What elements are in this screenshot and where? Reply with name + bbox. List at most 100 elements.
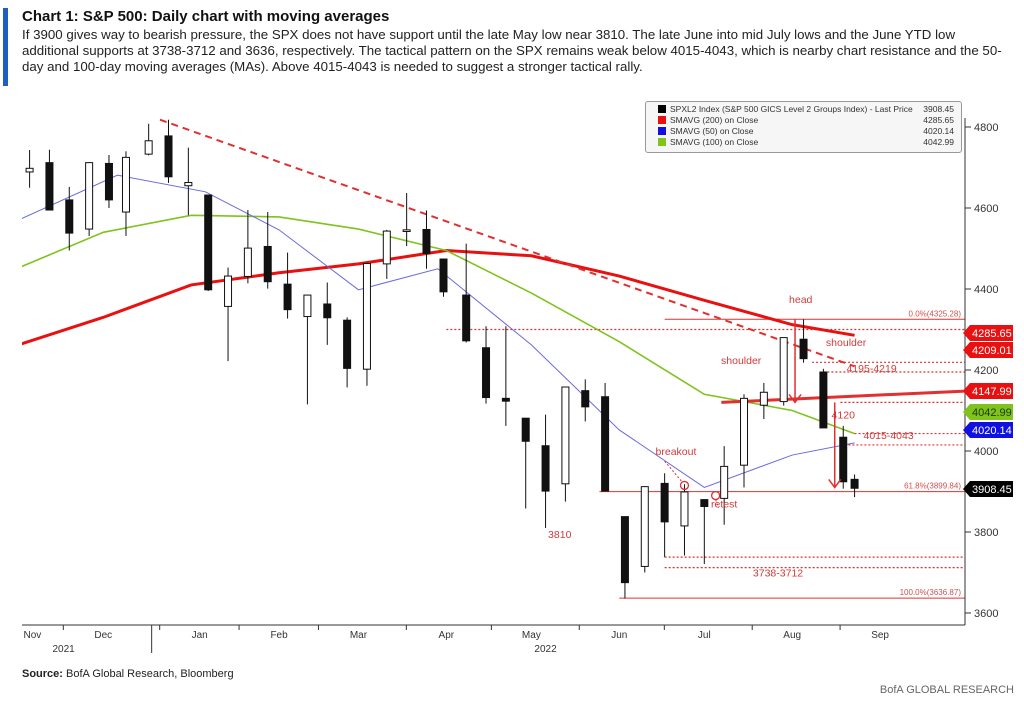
price-tag-label: 4042.99: [972, 407, 1012, 419]
candle-body: [819, 371, 828, 429]
annotation-label: 4195-4219: [846, 363, 896, 375]
candle-body: [439, 258, 448, 293]
candle-body: [799, 338, 808, 360]
legend-item: SMAVG (200) on Close 4285.65: [658, 115, 956, 126]
candle-body: [482, 347, 491, 399]
annotation-label: retest: [711, 499, 737, 511]
legend-swatch: [658, 105, 666, 113]
annotation-label: shoulder: [826, 337, 867, 349]
y-tick-label: 4400: [974, 284, 998, 296]
price-tag: [963, 422, 1013, 438]
price-tag-label: 4020.14: [972, 425, 1012, 437]
year-label: 2022: [534, 644, 557, 655]
y-tick-label: 3600: [974, 608, 998, 620]
annotation-label: 3810: [548, 529, 572, 541]
candle-body: [85, 162, 94, 230]
y-tick-label: 4200: [974, 365, 998, 377]
x-tick-label: Dec: [94, 630, 112, 641]
plot-area: [22, 118, 965, 599]
chart-title: Chart 1: S&P 500: Daily chart with movin…: [22, 8, 390, 25]
candle-body: [850, 478, 859, 489]
candle-body: [521, 417, 530, 442]
x-tick-label: Jul: [698, 630, 711, 641]
x-tick-label: May: [522, 630, 541, 641]
x-tick-label: Mar: [350, 630, 368, 641]
legend-swatch: [658, 127, 666, 135]
legend: SPXL2 Index (S&P 500 GICS Level 2 Groups…: [645, 101, 962, 153]
candle-body: [680, 491, 689, 527]
candle-body: [720, 465, 729, 499]
candle-body: [779, 337, 788, 403]
candle-body: [839, 436, 848, 483]
x-tick-label: Nov: [24, 630, 42, 641]
candle-body: [700, 499, 709, 507]
fib-label: 100.0%(3636.87): [900, 588, 962, 597]
candle-body: [303, 294, 312, 318]
source-note: Source: BofA Global Research, Bloomberg: [22, 668, 234, 680]
leader-line: [715, 499, 719, 508]
candle-body: [462, 294, 471, 342]
x-tick-label: Feb: [270, 630, 288, 641]
leader-line: [664, 460, 683, 482]
candle-body: [561, 386, 570, 485]
candle-body: [243, 247, 252, 277]
marker-circle: [711, 490, 721, 501]
candle-body: [343, 319, 352, 369]
candle-body: [581, 390, 590, 408]
candle-body: [224, 275, 233, 307]
annotation-label: 4120: [832, 410, 856, 422]
legend-item: SMAVG (50) on Close 4020.14: [658, 126, 956, 137]
arrow-head-icon: [828, 479, 842, 489]
legend-swatch: [658, 138, 666, 146]
y-tick-label: 4000: [974, 446, 998, 458]
candle-body: [204, 194, 213, 291]
candle-body: [323, 303, 332, 319]
price-tag: [963, 481, 1013, 497]
annotation-label: breakout: [656, 446, 697, 458]
candle-body: [402, 229, 411, 232]
fib-label: 0.0%(4325.28): [909, 309, 962, 318]
candle-body: [740, 397, 749, 466]
candle-body: [422, 228, 431, 254]
annotation-label: shoulder: [721, 355, 762, 367]
candle-body: [263, 245, 272, 283]
x-tick-label: Aug: [783, 630, 801, 641]
candle-body: [640, 486, 649, 567]
y-tick-label: 4800: [974, 122, 998, 134]
accent-bar: [3, 8, 8, 86]
year-label: 2021: [52, 644, 75, 655]
price-tag: [963, 383, 1013, 399]
candle-body: [601, 396, 610, 492]
candle-body: [65, 199, 74, 234]
candle-body: [184, 181, 193, 187]
y-tick-label: 3800: [974, 527, 998, 539]
price-tag-label: 4147.99: [972, 386, 1012, 398]
price-tag: [963, 404, 1013, 420]
marker-circle: [679, 480, 690, 491]
annotation-label: head: [789, 294, 813, 306]
candle-body: [144, 140, 153, 155]
candle-body: [759, 391, 768, 406]
trendline: [159, 118, 855, 368]
legend-item: SMAVG (100) on Close 4042.99: [658, 137, 956, 148]
candle-body: [164, 135, 173, 178]
candle-body: [362, 262, 371, 370]
candle-body: [501, 397, 510, 402]
ma-line: [22, 249, 855, 346]
y-tick-label: 4600: [974, 203, 998, 215]
arrow-head-icon: [788, 393, 802, 404]
annotation-label: 4015-4043: [863, 430, 913, 442]
legend-swatch: [658, 116, 666, 124]
price-tag-label: 3908.45: [972, 484, 1012, 496]
ma-line: [22, 214, 855, 435]
ma-line: [22, 174, 855, 489]
candle-body: [45, 162, 54, 211]
candle-body: [121, 156, 130, 213]
price-tag-label: 4285.65: [972, 328, 1012, 340]
x-tick-label: Apr: [439, 630, 455, 641]
x-tick-label: Jan: [192, 630, 208, 641]
candle-body: [382, 230, 391, 265]
annotation-label: 3738-3712: [753, 568, 803, 580]
price-tag: [963, 325, 1013, 341]
